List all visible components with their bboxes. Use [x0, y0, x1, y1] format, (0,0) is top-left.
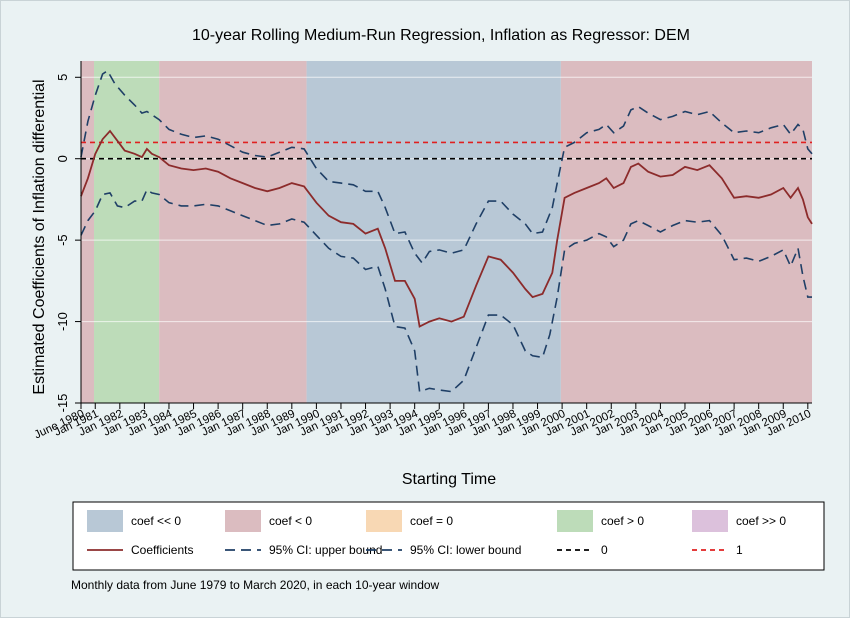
region-band-1: [94, 61, 160, 403]
series-line-2: [80, 188, 812, 393]
chart-note: Monthly data from June 1979 to March 202…: [71, 578, 440, 592]
y-tick-label-5: 5: [55, 74, 70, 81]
series-line-0: [80, 129, 813, 328]
y-tick-label--5: -5: [55, 234, 70, 246]
y-tick-label--10: -10: [55, 312, 70, 331]
legend-swatch-1: [225, 510, 261, 532]
legend-line-label-3: 0: [601, 543, 608, 557]
legend: coef << 0 coef < 0 coef = 0 coef > 0 coef >>…: [72, 501, 825, 571]
legend-label-0: coef << 0: [131, 514, 181, 528]
legend-label-4: coef >> 0: [736, 514, 786, 528]
series-line-1: [80, 69, 813, 265]
region-band-0: [81, 61, 95, 403]
legend-swatch-3: [557, 510, 593, 532]
x-axis-label: Starting Time: [402, 471, 496, 488]
legend-label-1: coef < 0: [269, 514, 312, 528]
legend-label-2: coef = 0: [410, 514, 453, 528]
legend-swatch-4: [692, 510, 728, 532]
legend-line-label-1: 95% CI: upper bound: [269, 543, 382, 557]
y-tick-label--15: -15: [55, 394, 70, 413]
chart-title: 10-year Rolling Medium-Run Regression, I…: [192, 27, 690, 44]
y-axis-label: Estimated Coefficients of Inflation diff…: [31, 79, 48, 394]
legend-line-label-0: Coefficients: [131, 543, 193, 557]
legend-line-label-4: 1: [736, 543, 743, 557]
region-band-3: [306, 61, 561, 403]
region-band-4: [560, 61, 812, 403]
y-tick-label-0: 0: [55, 155, 70, 162]
legend-label-3: coef > 0: [601, 514, 644, 528]
legend-swatch-0: [87, 510, 123, 532]
legend-line-label-2: 95% CI: lower bound: [410, 543, 521, 557]
region-band-2: [159, 61, 307, 403]
legend-swatch-2: [366, 510, 402, 532]
